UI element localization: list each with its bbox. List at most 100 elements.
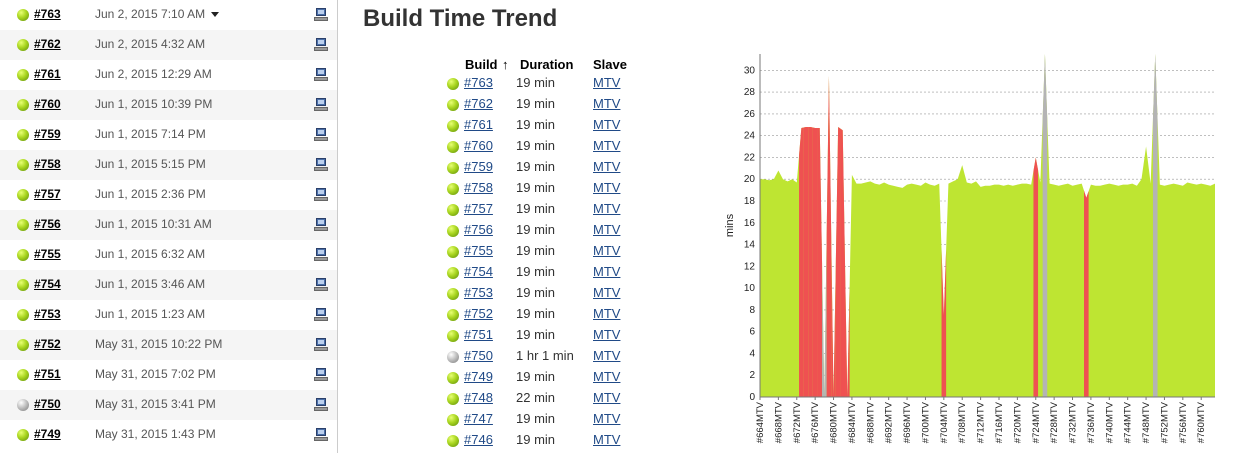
table-row: #751 19 min MTV <box>444 325 644 346</box>
build-date-text: Jun 1, 2015 6:32 AM <box>95 247 206 261</box>
y-tick-label: 4 <box>749 348 755 359</box>
build-link[interactable]: #747 <box>464 411 493 426</box>
build-link[interactable]: #755 <box>34 247 61 261</box>
build-link[interactable]: #754 <box>464 264 493 279</box>
build-link[interactable]: #757 <box>34 187 61 201</box>
build-link[interactable]: #746 <box>464 432 493 447</box>
slave-link[interactable]: MTV <box>593 243 621 258</box>
history-row: #749 May 31, 2015 1:43 PM <box>0 420 337 450</box>
build-date-text: Jun 1, 2015 5:15 PM <box>95 157 206 171</box>
build-date: Jun 1, 2015 6:32 AM <box>95 247 205 261</box>
console-output-icon[interactable] <box>314 98 328 111</box>
build-link[interactable]: #752 <box>464 306 493 321</box>
build-link[interactable]: #759 <box>464 159 493 174</box>
build-mark-failure <box>799 127 804 397</box>
build-link[interactable]: #762 <box>34 37 61 51</box>
build-mark-failure <box>826 75 832 398</box>
column-header-slave[interactable]: Slave <box>593 57 627 72</box>
slave-link[interactable]: MTV <box>593 390 621 405</box>
slave-link[interactable]: MTV <box>593 327 621 342</box>
slave-link[interactable]: MTV <box>593 138 621 153</box>
slave-link[interactable]: MTV <box>593 201 621 216</box>
y-tick-label: 18 <box>744 196 756 207</box>
build-link[interactable]: #760 <box>464 138 493 153</box>
page-title: Build Time Trend <box>363 5 558 32</box>
x-tick-label: #704MTV <box>939 401 950 443</box>
slave-link[interactable]: MTV <box>593 348 621 363</box>
build-link[interactable]: #753 <box>464 285 493 300</box>
slave-link[interactable]: MTV <box>593 222 621 237</box>
build-link[interactable]: #758 <box>464 180 493 195</box>
console-output-icon[interactable] <box>314 188 328 201</box>
console-output-icon[interactable] <box>314 128 328 141</box>
console-output-icon[interactable] <box>314 338 328 351</box>
build-link[interactable]: #762 <box>464 96 493 111</box>
x-tick-label: #672MTV <box>792 401 803 443</box>
slave-link[interactable]: MTV <box>593 264 621 279</box>
console-output-icon[interactable] <box>314 158 328 171</box>
build-link[interactable]: #761 <box>34 67 61 81</box>
build-date: Jun 1, 2015 7:14 PM <box>95 127 206 141</box>
status-ball-icon <box>17 249 29 261</box>
slave-link[interactable]: MTV <box>593 159 621 174</box>
build-link[interactable]: #752 <box>34 337 61 351</box>
sort-arrow-icon[interactable]: ↑ <box>502 57 509 72</box>
console-output-icon[interactable] <box>314 398 328 411</box>
build-link[interactable]: #749 <box>464 369 493 384</box>
build-link[interactable]: #761 <box>464 117 493 132</box>
build-link[interactable]: #751 <box>464 327 493 342</box>
status-ball-icon <box>17 9 29 21</box>
console-output-icon[interactable] <box>314 368 328 381</box>
build-mark-failure <box>840 128 846 397</box>
build-link[interactable]: #760 <box>34 97 61 111</box>
build-mark-failure <box>808 126 813 397</box>
slave-link[interactable]: MTV <box>593 411 621 426</box>
console-output-icon[interactable] <box>314 248 328 261</box>
build-link[interactable]: #750 <box>34 397 61 411</box>
slave-link[interactable]: MTV <box>593 96 621 111</box>
build-link[interactable]: #759 <box>34 127 61 141</box>
build-date-text: May 31, 2015 10:22 PM <box>95 337 223 351</box>
console-output-icon[interactable] <box>314 308 328 321</box>
slave-link[interactable]: MTV <box>593 306 621 321</box>
console-output-icon[interactable] <box>314 68 328 81</box>
slave-link[interactable]: MTV <box>593 75 621 90</box>
build-link[interactable]: #756 <box>464 222 493 237</box>
slave-link[interactable]: MTV <box>593 180 621 195</box>
console-output-icon[interactable] <box>314 428 328 441</box>
history-row: #754 Jun 1, 2015 3:46 AM <box>0 270 337 300</box>
console-output-icon[interactable] <box>314 278 328 291</box>
build-date: Jun 1, 2015 3:46 AM <box>95 277 205 291</box>
y-tick-label: 6 <box>749 327 755 338</box>
history-row: #752 May 31, 2015 10:22 PM <box>0 330 337 360</box>
build-link[interactable]: #753 <box>34 307 61 321</box>
table-row: #746 19 min MTV <box>444 430 644 451</box>
column-header-build[interactable]: Build <box>465 57 498 72</box>
x-tick-label: #708MTV <box>957 401 968 443</box>
slave-link[interactable]: MTV <box>593 369 621 384</box>
console-output-icon[interactable] <box>314 8 328 21</box>
build-link[interactable]: #757 <box>464 201 493 216</box>
console-output-icon[interactable] <box>314 218 328 231</box>
build-link[interactable]: #751 <box>34 367 61 381</box>
column-header-duration[interactable]: Duration <box>520 57 574 72</box>
slave-link[interactable]: MTV <box>593 117 621 132</box>
build-date: Jun 1, 2015 5:15 PM <box>95 157 206 171</box>
build-mark-aborted <box>822 236 827 397</box>
build-link[interactable]: #763 <box>464 75 493 90</box>
build-link[interactable]: #749 <box>34 427 61 441</box>
console-output-icon[interactable] <box>314 38 328 51</box>
dropdown-caret-icon[interactable] <box>211 12 220 18</box>
build-date: Jun 1, 2015 2:36 PM <box>95 187 206 201</box>
build-link[interactable]: #755 <box>464 243 493 258</box>
build-link[interactable]: #754 <box>34 277 61 291</box>
build-link[interactable]: #750 <box>464 348 493 363</box>
build-link[interactable]: #748 <box>464 390 493 405</box>
build-date: Jun 2, 2015 12:29 AM <box>95 67 212 81</box>
build-link[interactable]: #756 <box>34 217 61 231</box>
build-history-panel: #763 Jun 2, 2015 7:10 AM #762 Jun 2, 2015 4… <box>0 0 338 453</box>
slave-link[interactable]: MTV <box>593 432 621 447</box>
build-link[interactable]: #763 <box>34 7 61 21</box>
slave-link[interactable]: MTV <box>593 285 621 300</box>
build-link[interactable]: #758 <box>34 157 61 171</box>
